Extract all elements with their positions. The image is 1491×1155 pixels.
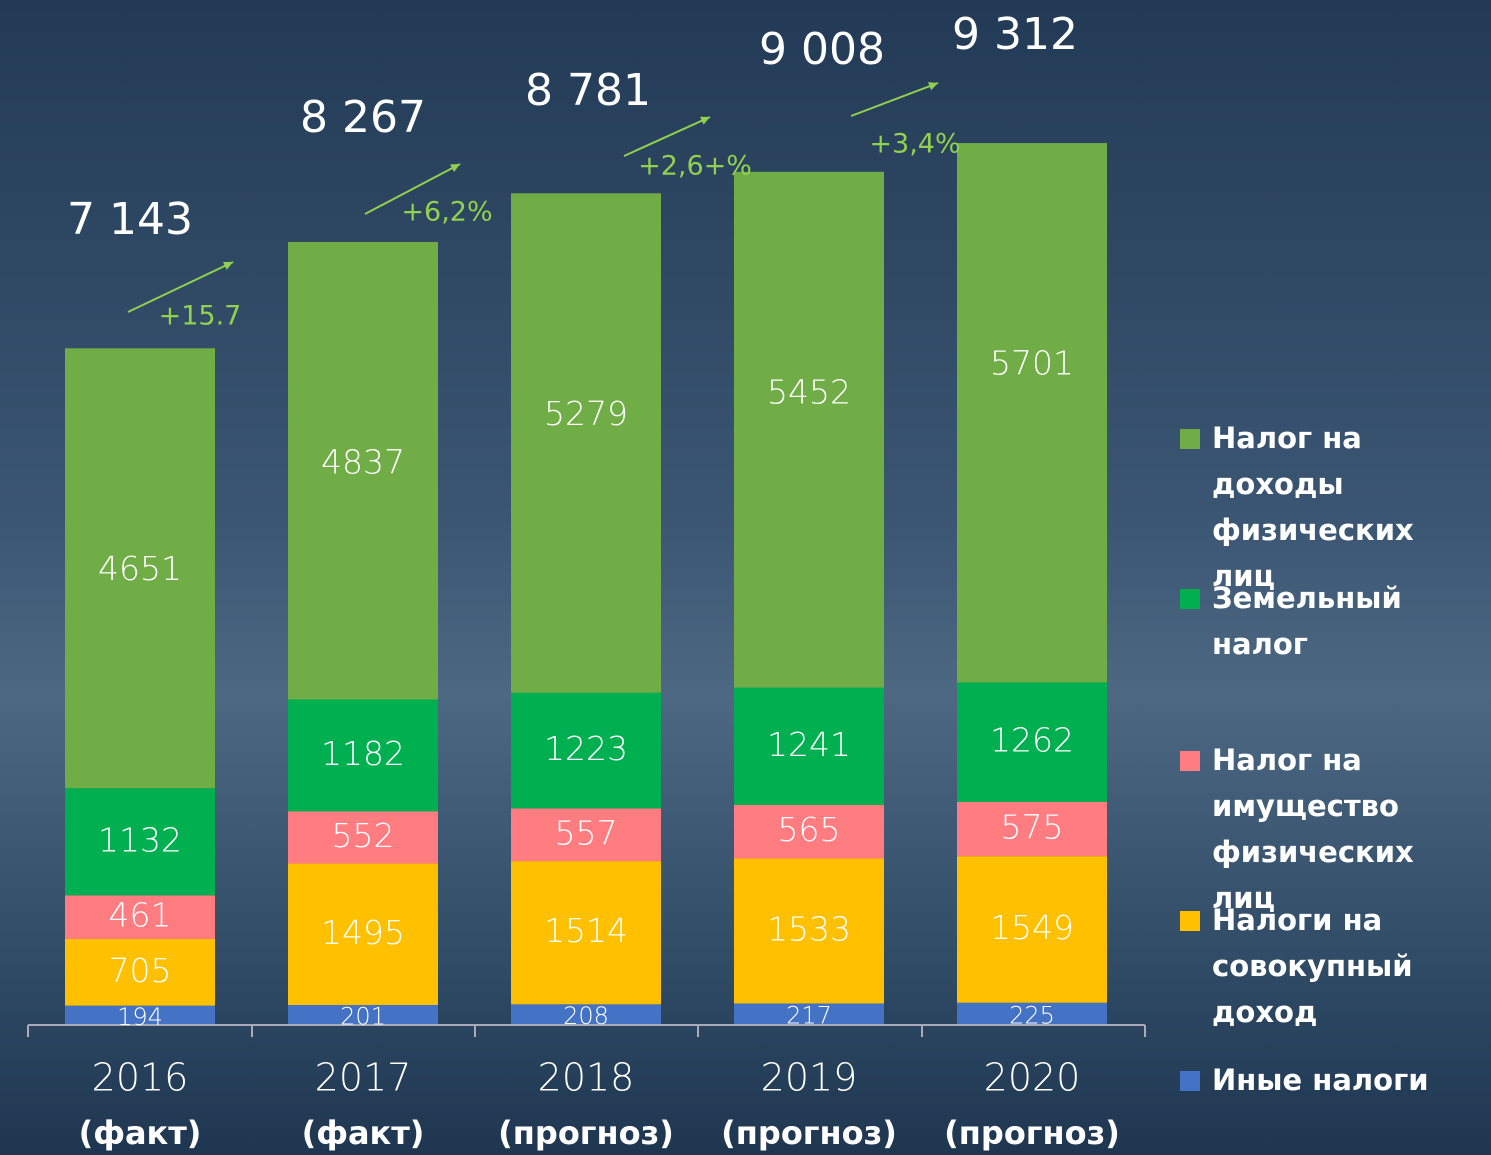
bar-segment: [957, 143, 1107, 683]
data-label: 1182: [321, 734, 405, 773]
legend-swatch: [1180, 1071, 1200, 1091]
data-label: 565: [778, 810, 841, 849]
legend-item: Иные налоги: [1180, 1057, 1480, 1103]
growth-arrow: [623, 116, 711, 157]
x-tick-label: 2019: [761, 1056, 858, 1100]
data-label: 552: [332, 816, 395, 855]
bar-segment: [511, 808, 661, 862]
bar-segment: [511, 861, 661, 1005]
growth-label: +15.7: [159, 301, 242, 332]
data-label: 225: [1009, 1001, 1055, 1029]
data-label: 5279: [544, 394, 628, 433]
bar-segment: [734, 858, 884, 1004]
bar-segment: [511, 193, 661, 693]
legend-label: Налог на доходы физических лиц: [1212, 421, 1414, 593]
data-label: 1241: [767, 725, 851, 764]
bar-segment: [957, 1002, 1107, 1024]
bar-segment: [288, 241, 438, 700]
legend-label: Иные налоги: [1212, 1063, 1429, 1097]
x-tick-note: (факт): [302, 1114, 425, 1152]
data-label: 208: [563, 1002, 609, 1030]
growth-label: +3,4%: [869, 129, 960, 160]
data-label: 1495: [321, 913, 405, 952]
data-label: 705: [109, 951, 172, 990]
x-tick-label: 2018: [538, 1056, 635, 1100]
x-tick-note: (прогноз): [944, 1114, 1120, 1152]
data-label: 557: [555, 813, 618, 852]
data-label: 1514: [544, 911, 628, 950]
data-label: 1533: [767, 909, 851, 948]
bar-segment: [288, 699, 438, 812]
bar-segment: [288, 863, 438, 1005]
legend-item: Земельный налог: [1180, 575, 1420, 667]
growth-label: +2,6+%: [638, 151, 752, 182]
data-label: 1549: [990, 908, 1074, 947]
bar-segment: [288, 811, 438, 864]
bar-segment: [65, 895, 215, 939]
arrow-head: [928, 82, 938, 91]
legend-swatch: [1180, 429, 1200, 449]
bar-segment: [734, 1003, 884, 1024]
arrow-head: [223, 261, 233, 270]
total-label: 9 008: [759, 24, 885, 75]
bar-segment: [511, 1004, 661, 1024]
bar-segment: [65, 938, 215, 1006]
x-tick-label: 2020: [984, 1056, 1081, 1100]
legend-item: Налог на имущество физических лиц: [1180, 737, 1480, 921]
bar-segment: [734, 171, 884, 688]
growth-arrow: [127, 261, 234, 313]
legend-swatch: [1180, 911, 1200, 931]
bar-segment: [511, 692, 661, 809]
legend-swatch: [1180, 751, 1200, 771]
growth-label: +6,2%: [401, 197, 492, 228]
x-tick-note: (прогноз): [721, 1114, 897, 1152]
growth-arrow: [364, 163, 461, 215]
arrow-head: [700, 116, 710, 125]
legend-label: Налог на имущество физических лиц: [1212, 743, 1414, 915]
bar-segment: [65, 788, 215, 896]
legend-item: Налог на доходы физических лиц: [1180, 415, 1480, 599]
arrow-head: [450, 164, 460, 173]
x-tick-note: (факт): [79, 1114, 202, 1152]
data-label: 194: [117, 1003, 163, 1031]
bar-segment: [288, 1004, 438, 1024]
data-label: 201: [340, 1002, 386, 1030]
x-tick-note: (прогноз): [498, 1114, 674, 1152]
legend-label: Налоги на совокупный доход: [1212, 903, 1413, 1029]
total-label: 8 781: [525, 65, 651, 116]
data-label: 575: [1001, 807, 1064, 846]
x-tick-label: 2016: [92, 1056, 189, 1100]
data-label: 217: [786, 1002, 832, 1030]
legend-swatch: [1180, 589, 1200, 609]
bar-segment: [734, 687, 884, 806]
bar-segment: [65, 1005, 215, 1024]
legend-label: Земельный налог: [1212, 581, 1402, 661]
legend-item: Налоги на совокупный доход: [1180, 897, 1480, 1035]
data-label: 4837: [321, 442, 405, 481]
data-label: 461: [109, 896, 172, 935]
bar-segment: [957, 856, 1107, 1003]
bar-segment: [65, 348, 215, 789]
bar-segment: [734, 805, 884, 859]
growth-arrow: [850, 82, 939, 117]
data-label: 1262: [990, 721, 1074, 760]
total-label: 7 143: [67, 194, 193, 245]
x-tick-label: 2017: [315, 1056, 412, 1100]
data-label: 1132: [98, 820, 182, 859]
data-label: 5701: [990, 344, 1074, 383]
bar-segment: [957, 801, 1107, 857]
data-label: 5452: [767, 372, 851, 411]
data-label: 4651: [98, 549, 182, 588]
total-label: 8 267: [300, 92, 426, 143]
data-label: 1223: [544, 729, 628, 768]
total-label: 9 312: [952, 9, 1078, 60]
bar-segment: [957, 682, 1107, 802]
